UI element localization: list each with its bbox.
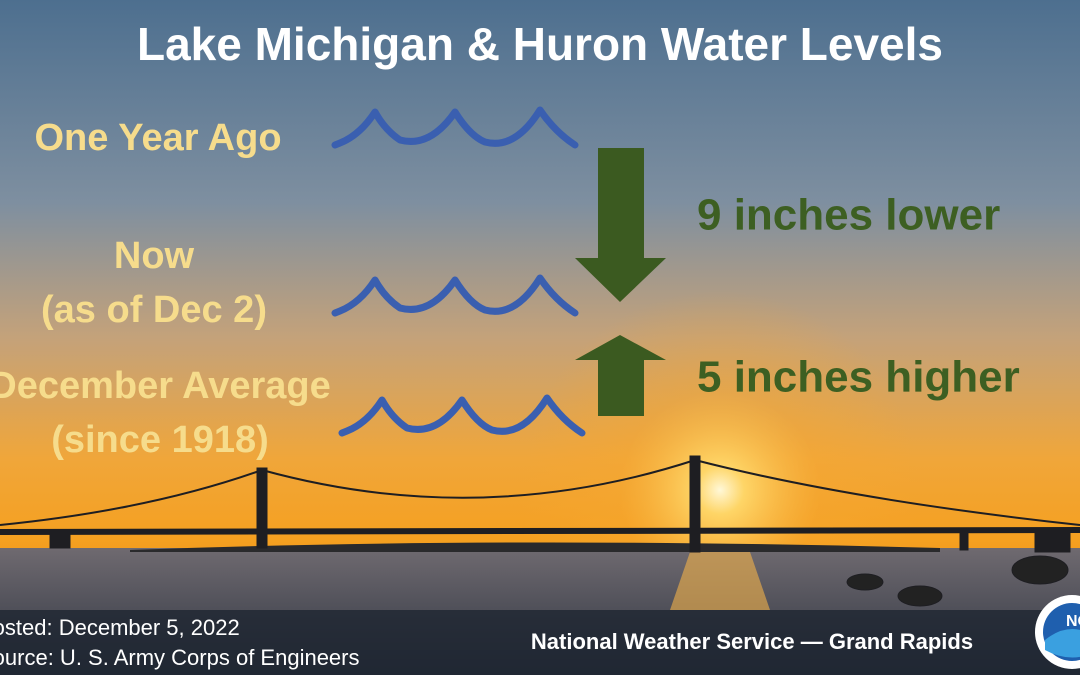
wave bbox=[338, 394, 586, 437]
wave bbox=[331, 274, 579, 317]
bridge bbox=[0, 455, 1080, 607]
credit: National Weather Service — Grand Rapids bbox=[531, 629, 973, 654]
logo-text: NOAA bbox=[1066, 613, 1080, 630]
row-sublabel: (as of Dec 2) bbox=[41, 289, 267, 331]
change-label: 9 inches lower bbox=[697, 191, 1000, 240]
row-label: December Average bbox=[0, 365, 331, 407]
row-label: One Year Ago bbox=[34, 117, 281, 159]
sun-reflection bbox=[670, 552, 770, 610]
row-sublabel: (since 1918) bbox=[51, 419, 269, 461]
source: Source: U. S. Army Corps of Engineers bbox=[0, 645, 360, 670]
title: Lake Michigan & Huron Water Levels bbox=[137, 18, 943, 70]
wave bbox=[331, 106, 579, 149]
posted-date: Posted: December 5, 2022 bbox=[0, 615, 240, 640]
down-arrow bbox=[575, 148, 666, 302]
change-label: 5 inches higher bbox=[697, 353, 1020, 402]
footer-band bbox=[0, 610, 1080, 675]
shore bbox=[130, 542, 940, 552]
noaa-logo: NOAA bbox=[1035, 595, 1080, 669]
up-arrow bbox=[575, 335, 666, 416]
row-label: Now bbox=[114, 235, 195, 277]
